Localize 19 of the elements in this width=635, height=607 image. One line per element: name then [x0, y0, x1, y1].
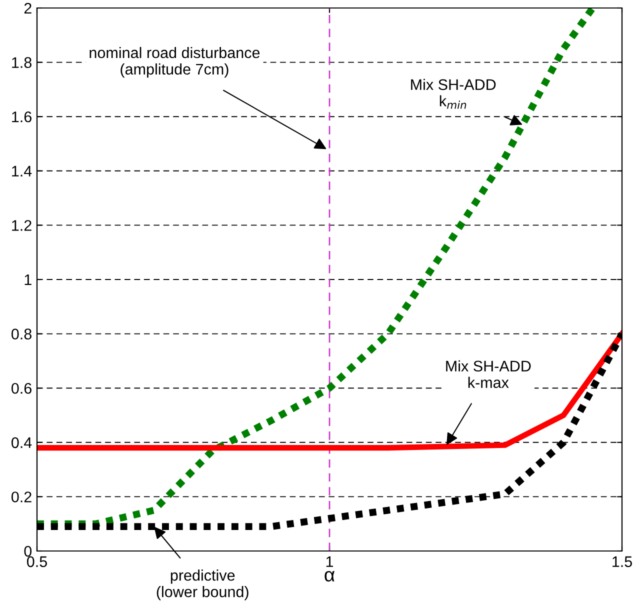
annotation: Mix SH-ADD k-max — [446, 360, 531, 388]
y-tick-label: 2 — [24, 2, 32, 14]
x-tick-label: 1.5 — [612, 556, 632, 568]
x-tick-label: 1 — [326, 556, 334, 567]
annotation: Mix SH-ADD k$_{min}$ — [411, 78, 496, 109]
x-axis-title: α — [324, 570, 335, 582]
y-tick-label: 1 — [24, 274, 32, 286]
y-tick-label: 1.4 — [12, 166, 32, 176]
y-tick-label: 0.4 — [12, 437, 32, 448]
y-tick-label: 0 — [24, 546, 32, 557]
y-tick-label: 0.2 — [12, 492, 32, 502]
y-tick-label: 0.8 — [12, 328, 32, 340]
y-tick-label: 1.2 — [12, 220, 32, 231]
x-tick-label: 0.5 — [26, 556, 47, 568]
y-tick-label: 0.6 — [12, 382, 32, 394]
annotation: nominal road disturbance (amplitude 7cm) — [90, 46, 260, 78]
annotation: predictive (lower bound) — [156, 570, 248, 600]
y-tick-label: 1.6 — [12, 111, 32, 122]
y-tick-label: 1.8 — [12, 57, 32, 68]
